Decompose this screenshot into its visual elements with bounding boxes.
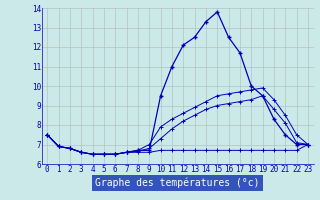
X-axis label: Graphe des températures (°c): Graphe des températures (°c) xyxy=(95,178,260,188)
